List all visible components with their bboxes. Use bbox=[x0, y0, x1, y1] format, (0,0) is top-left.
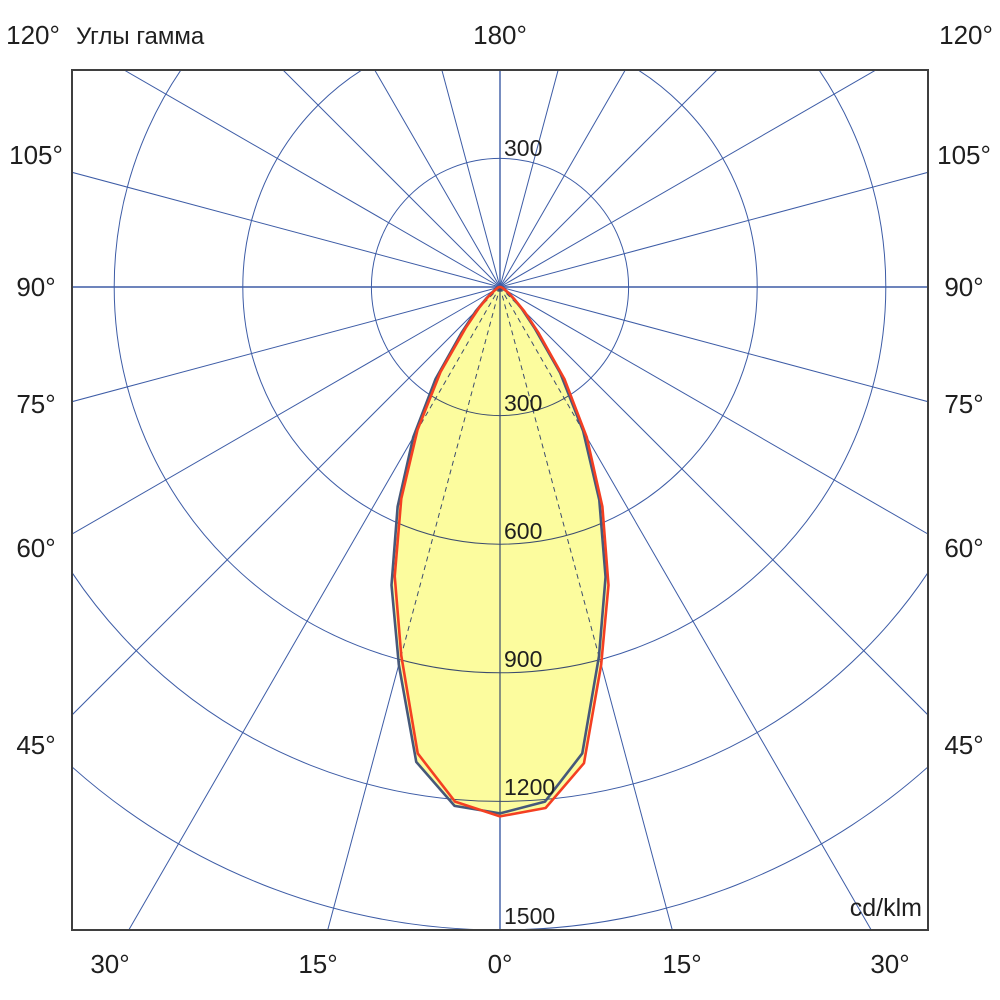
gamma-label-bottom-0: 0° bbox=[488, 949, 513, 979]
gamma-label-bottom-15l: 15° bbox=[298, 949, 337, 979]
gamma-label-left-90: 90° bbox=[16, 272, 55, 302]
gamma-label-top-right: 120° bbox=[939, 20, 993, 50]
diagram-title: Углы гамма bbox=[76, 23, 205, 50]
gamma-label-left-60: 60° bbox=[16, 533, 55, 563]
plot-frame bbox=[71, 69, 929, 931]
gamma-label-top-left: 120° bbox=[6, 20, 60, 50]
gamma-label-left-45: 45° bbox=[16, 730, 55, 760]
ring-label-600: 600 bbox=[504, 518, 542, 544]
gamma-label-right-60: 60° bbox=[944, 533, 983, 563]
gamma-label-top-center: 180° bbox=[473, 20, 527, 50]
gamma-label-left-105: 105° bbox=[9, 140, 63, 170]
ring-label-1500: 1500 bbox=[504, 903, 555, 929]
ring-label-900: 900 bbox=[504, 646, 542, 672]
unit-label: cd/klm bbox=[850, 894, 922, 922]
ring-label-1200: 1200 bbox=[504, 774, 555, 800]
gamma-label-right-105: 105° bbox=[937, 140, 991, 170]
gamma-label-left-75: 75° bbox=[16, 389, 55, 419]
ring-label-300: 300 bbox=[504, 390, 542, 416]
gamma-label-bottom-30l: 30° bbox=[90, 949, 129, 979]
gamma-label-right-90: 90° bbox=[944, 272, 983, 302]
gamma-label-right-45: 45° bbox=[944, 730, 983, 760]
gamma-label-bottom-15r: 15° bbox=[662, 949, 701, 979]
gamma-label-bottom-30r: 30° bbox=[870, 949, 909, 979]
gamma-label-right-75: 75° bbox=[944, 389, 983, 419]
ring-label-300-upper: 300 bbox=[504, 135, 542, 161]
